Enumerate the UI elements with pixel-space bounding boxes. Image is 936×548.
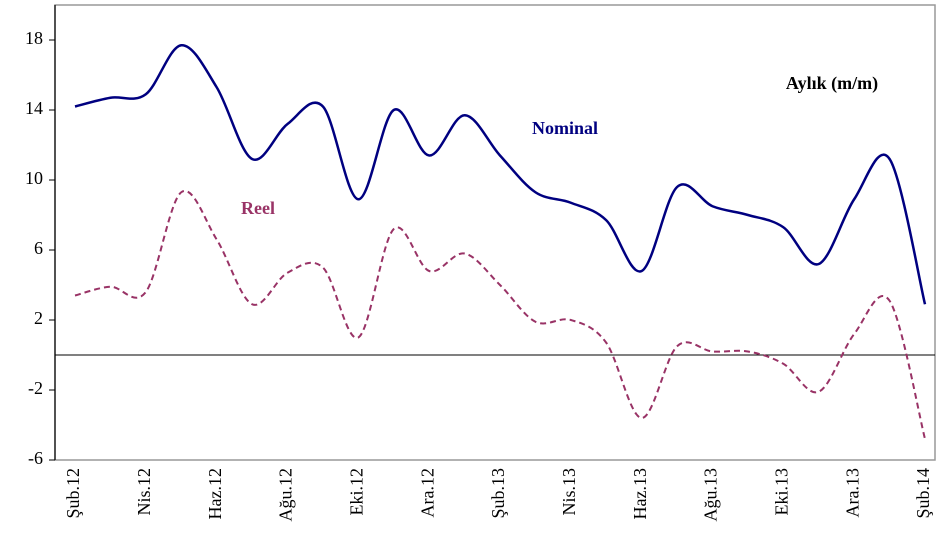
x-tick-label: Eki.12 [346, 468, 366, 516]
y-tick-label: 18 [25, 28, 43, 48]
x-tick-label: Ağu.13 [701, 468, 721, 522]
y-tick-label: -2 [28, 378, 43, 398]
series-line [74, 44, 927, 305]
series-label: Reel [241, 198, 275, 218]
x-tick-label: Nis.13 [559, 468, 579, 516]
series-label: Nominal [532, 118, 598, 138]
x-tick-label: Haz.12 [205, 468, 225, 519]
annotation: Aylık (m/m) [786, 73, 878, 94]
y-tick-label: 10 [25, 168, 43, 188]
x-tick-label: Şub.12 [63, 468, 83, 519]
series-line [74, 189, 926, 440]
x-tick-label: Şub.14 [913, 468, 933, 519]
y-tick-label: 2 [34, 308, 43, 328]
x-tick-label: Nis.12 [134, 468, 154, 516]
x-tick-label: Haz.13 [630, 468, 650, 519]
y-tick-label: 14 [25, 98, 43, 118]
x-tick-label: Ağu.12 [276, 468, 296, 522]
x-tick-label: Ara.13 [842, 468, 862, 517]
y-tick-label: 6 [34, 238, 43, 258]
x-tick-label: Eki.13 [771, 468, 791, 516]
x-tick-label: Şub.13 [488, 468, 508, 519]
x-tick-label: Ara.12 [417, 468, 437, 517]
y-tick-label: -6 [28, 448, 43, 468]
